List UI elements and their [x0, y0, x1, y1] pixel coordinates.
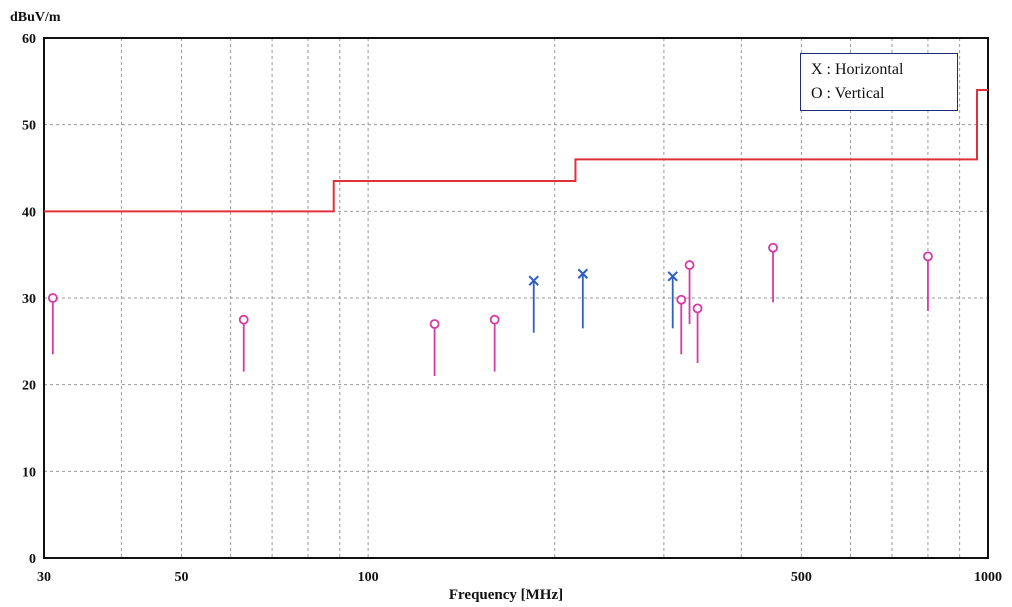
legend-item-horizontal: X : Horizontal — [811, 61, 904, 78]
x-tick-label: 500 — [791, 570, 812, 585]
vertical-marker — [923, 251, 933, 262]
vertical-marker — [238, 314, 249, 325]
horizontal-marker — [667, 271, 678, 282]
x-tick-label: 100 — [358, 570, 379, 585]
x-tick-label: 50 — [175, 570, 189, 585]
vertical-marker — [429, 319, 440, 329]
legend-item-vertical: O : Vertical — [811, 85, 885, 102]
y-tick-label: 50 — [22, 119, 36, 134]
y-axis-label: dBuV/m — [10, 10, 61, 25]
vertical-marker — [768, 242, 778, 253]
y-tick-label: 0 — [29, 552, 36, 567]
y-tick-label: 60 — [22, 32, 36, 47]
vertical-marker — [692, 303, 703, 314]
vertical-marker — [47, 293, 58, 303]
vertical-marker — [684, 260, 695, 270]
limit-line — [44, 89, 988, 213]
vertical-marker — [676, 294, 687, 305]
y-tick-label: 40 — [22, 205, 36, 220]
x-axis-label: Frequency [MHz] — [448, 587, 564, 603]
x-tick-label: 30 — [37, 570, 51, 585]
x-tick-label: 1000 — [974, 570, 1002, 585]
horizontal-marker — [528, 275, 539, 286]
y-tick-label: 20 — [22, 379, 36, 394]
plot-frame — [43, 37, 989, 559]
legend: X : Horizontal O : Vertical — [800, 53, 958, 111]
horizontal-marker — [577, 268, 589, 279]
y-tick-label: 30 — [22, 292, 36, 307]
vertical-marker — [489, 314, 500, 325]
y-tick-label: 10 — [22, 465, 36, 480]
